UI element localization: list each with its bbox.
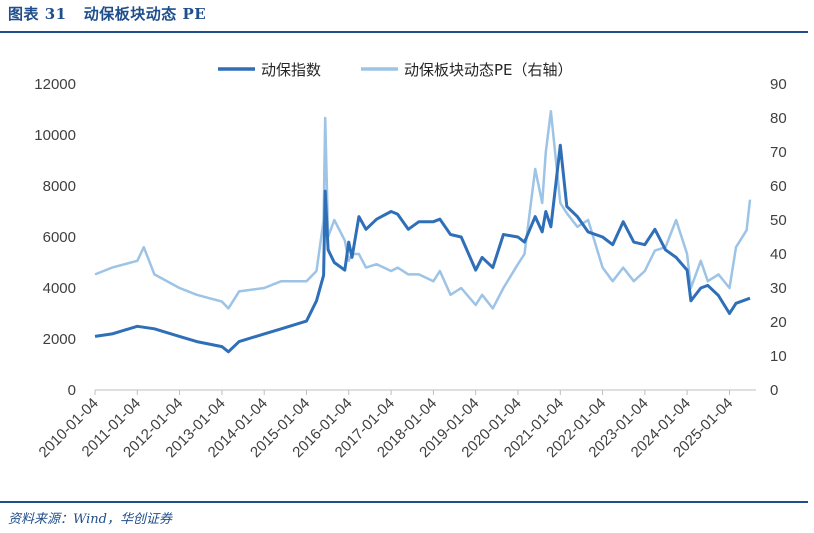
- series-line-index: [94, 143, 751, 354]
- y-tick-label-left: 4000: [43, 280, 76, 297]
- y-tick-label-right: 60: [770, 178, 787, 195]
- header-rule: [0, 31, 808, 33]
- y-tick-label-left: 2000: [43, 331, 76, 348]
- legend-label-pe: 动保板块动态PE（右轴）: [404, 61, 573, 79]
- y-tick-label-left: 12000: [34, 76, 76, 93]
- y-tick-label-right: 30: [770, 280, 787, 297]
- legend-label-index: 动保指数: [261, 61, 321, 79]
- y-tick-label-right: 50: [770, 212, 787, 229]
- y-tick-label-right: 70: [770, 144, 787, 161]
- series-layer: [94, 109, 752, 354]
- legend: 动保指数 动保板块动态PE（右轴）: [218, 61, 573, 79]
- y-tick-label-right: 90: [770, 76, 787, 93]
- y-tick-label-left: 8000: [43, 178, 76, 195]
- axes: 0 2000 4000 6000 8000 10000 12000 0 10 20 30 40 50 60…: [34, 76, 786, 461]
- series-line-pe: [94, 109, 752, 310]
- y-tick-label-left: 0: [68, 382, 76, 399]
- y-tick-label-right: 40: [770, 246, 787, 263]
- y-tick-label-right: 0: [770, 382, 778, 399]
- y-tick-label-left: 10000: [34, 127, 76, 144]
- source-note: 资料来源：Wind，华创证券: [8, 512, 172, 527]
- y-tick-label-right: 10: [770, 348, 787, 365]
- chart-plot: 0 2000 4000 6000 8000 10000 12000 0 10 20 30 40 50 60…: [34, 61, 786, 461]
- y-tick-label-right: 20: [770, 314, 787, 331]
- footer-rule: [0, 501, 808, 503]
- y-tick-label-right: 80: [770, 110, 787, 127]
- y-tick-label-left: 6000: [43, 229, 76, 246]
- chart-title: 图表 31 动保板块动态 PE: [8, 5, 207, 23]
